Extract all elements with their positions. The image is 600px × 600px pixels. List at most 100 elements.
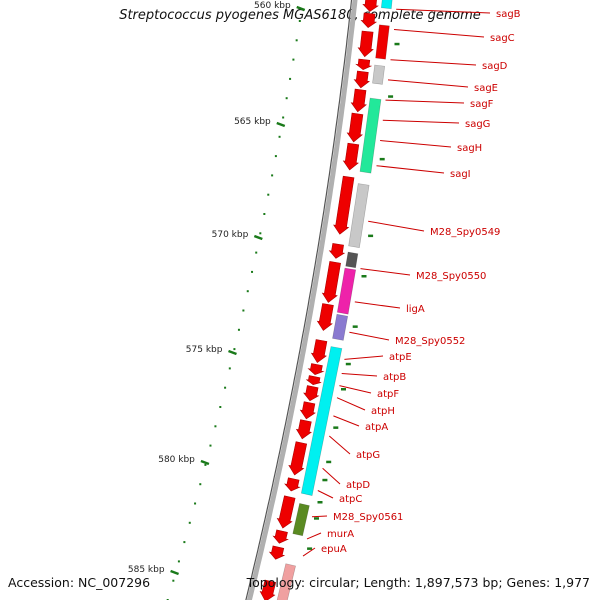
ruler-minor-tick <box>263 213 266 215</box>
leader-line <box>368 220 425 232</box>
cds-arrow <box>306 375 322 386</box>
leader-line <box>380 140 452 148</box>
cds-arrow <box>362 0 379 12</box>
gene-label-atpD: atpD <box>346 480 370 491</box>
ruler-major-tick <box>200 459 210 466</box>
gene-label-sagG: sagG <box>465 119 490 130</box>
ruler-minor-tick <box>209 444 212 447</box>
leader-line <box>376 165 445 174</box>
gene-tick <box>368 234 374 238</box>
ruler-label: 570 kbp <box>212 230 249 240</box>
cds-arrow <box>333 175 355 235</box>
pink-block <box>276 563 296 600</box>
page-title: Streptococcus pyogenes MGAS6180, complet… <box>119 8 481 23</box>
ruler-minor-tick <box>246 290 249 293</box>
gene-tick <box>307 547 313 550</box>
gene-tick <box>314 517 319 520</box>
leader-line <box>396 8 491 14</box>
ruler-label: 585 kbp <box>128 565 165 575</box>
gene-label-M28_Spy0561: M28_Spy0561 <box>333 512 403 523</box>
ruler-minor-tick <box>194 502 197 505</box>
gene-tick <box>341 388 346 391</box>
ruler-minor-tick <box>278 135 281 138</box>
cds-arrow <box>357 30 374 58</box>
cds-arrow <box>316 303 334 331</box>
gene-label-sagH: sagH <box>457 143 482 154</box>
ruler-minor-tick <box>259 232 262 235</box>
backbone-band <box>246 0 358 600</box>
ruler-minor-tick <box>282 116 285 119</box>
cds-arrow <box>310 339 328 364</box>
ruler-label: 565 kbp <box>234 117 271 127</box>
gene-tick <box>326 460 332 464</box>
purple-block <box>332 313 349 341</box>
gene-label-epuA: epuA <box>321 544 347 555</box>
ruler-minor-tick <box>298 20 301 22</box>
cds-arrow <box>299 401 316 420</box>
ruler-minor-tick <box>172 579 175 582</box>
cds-arrow <box>303 385 320 402</box>
leader-line <box>311 515 328 518</box>
gene-label-sagD: sagD <box>482 61 508 72</box>
gene-tick <box>394 42 400 46</box>
backbone <box>245 0 358 600</box>
leader-line <box>328 435 351 455</box>
gene-tick <box>333 426 339 429</box>
gene-label-sagC: sagC <box>490 33 515 44</box>
mint-block <box>359 97 382 174</box>
leader-line <box>339 385 372 394</box>
ruler-minor-tick <box>251 270 254 273</box>
gene-label-sagB: sagB <box>496 9 521 20</box>
topology-text: Topology: circular; Length: 1,897,573 bp… <box>246 575 590 590</box>
gene-tick <box>352 325 358 328</box>
ruler-minor-tick <box>274 155 277 158</box>
ruler-minor-tick <box>255 251 258 254</box>
leader-line <box>360 268 411 276</box>
red-block <box>375 24 390 60</box>
gene-label-sagE: sagE <box>474 83 498 94</box>
ruler-minor-tick <box>214 425 217 428</box>
cds-arrow <box>272 529 289 544</box>
dark-gray-block <box>345 251 359 269</box>
gene-label-atpA: atpA <box>365 422 388 433</box>
gene-tick <box>361 275 367 278</box>
ruler-major-tick <box>228 349 237 356</box>
ruler-major-tick <box>296 5 306 12</box>
gene-label-atpE: atpE <box>389 352 412 363</box>
leader-line <box>317 490 334 499</box>
gene-tick <box>388 95 394 98</box>
gene-label-atpB: atpB <box>383 372 406 383</box>
ruler-minor-tick <box>219 406 222 408</box>
ruler-minor-tick <box>183 541 186 544</box>
gray-block <box>348 183 370 249</box>
leader-line <box>349 331 390 341</box>
leader-line <box>390 59 477 66</box>
leader-line <box>382 119 460 124</box>
cds-arrow <box>328 243 346 259</box>
ruler-minor-tick <box>224 386 227 389</box>
backbone-line <box>245 0 353 600</box>
ruler-minor-tick <box>177 560 180 563</box>
cds-arrow <box>360 12 378 28</box>
ruler-minor-tick <box>271 174 274 177</box>
features <box>259 0 400 600</box>
ruler-label: 560 kbp <box>254 1 291 11</box>
ruler-minor-tick <box>242 309 245 312</box>
ruler-label: 575 kbp <box>186 345 223 355</box>
ruler-major-tick <box>170 569 180 576</box>
gray-block <box>372 64 386 85</box>
leader-line <box>387 79 469 88</box>
ruler-minor-tick <box>267 193 270 196</box>
gene-tick <box>345 362 351 366</box>
ruler-minor-tick <box>204 463 207 466</box>
cds-arrow <box>342 142 360 171</box>
ruler-major-tick <box>276 121 286 128</box>
gene-label-sagF: sagF <box>470 99 494 110</box>
cds-arrow <box>321 261 341 303</box>
gene-label-M28_Spy0552: M28_Spy0552 <box>395 336 465 347</box>
leader-line <box>393 29 485 38</box>
leader-line <box>354 301 401 309</box>
cds-arrow <box>355 58 373 71</box>
olive-block <box>292 503 310 537</box>
leader-line <box>306 532 322 540</box>
